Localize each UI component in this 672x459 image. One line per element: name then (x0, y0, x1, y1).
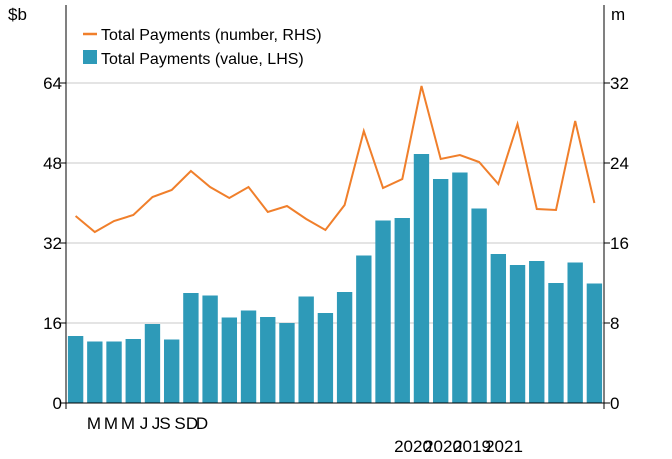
legend-bar-swatch (83, 50, 97, 64)
bar (490, 254, 507, 403)
bar (548, 283, 564, 403)
bar (240, 310, 257, 403)
bar (452, 172, 468, 403)
right-tick-label: 32 (610, 74, 629, 93)
bar (509, 265, 526, 403)
bar (202, 295, 218, 403)
x-month-label: D (186, 414, 198, 433)
bar (471, 208, 487, 403)
bar (106, 341, 122, 403)
x-month-label: M (104, 414, 118, 433)
x-year-label: 2020 (394, 437, 432, 456)
x-year-label: 2019 (453, 437, 491, 456)
number-line (74, 85, 596, 234)
right-tick-label: 8 (610, 314, 619, 333)
x-year-label: 2020 (424, 437, 462, 456)
x-month-label: J (152, 414, 161, 433)
legend-line-label: Total Payments (number, RHS) (101, 27, 322, 44)
x-month-label: S (174, 414, 185, 433)
legend: Total Payments (number, RHS) Total Payme… (83, 27, 322, 68)
x-month-label: S (159, 414, 170, 433)
bar (221, 317, 238, 403)
bar (317, 313, 334, 403)
left-tick-label: 32 (43, 234, 62, 253)
bar (586, 283, 603, 403)
bar-series (67, 154, 603, 403)
left-tick-label: 48 (43, 154, 62, 173)
bar (529, 261, 545, 403)
left-tick-label: 16 (43, 314, 62, 333)
bar (163, 339, 180, 403)
bar (183, 293, 199, 403)
bar (394, 218, 410, 403)
bar (125, 339, 141, 403)
bar (279, 323, 295, 403)
x-month-label: D (196, 414, 208, 433)
legend-bar-label: Total Payments (value, LHS) (101, 51, 304, 68)
bar (67, 336, 84, 403)
bar (298, 296, 314, 403)
right-tick-label: 16 (610, 234, 629, 253)
right-tick-label: 24 (610, 154, 629, 173)
bar (375, 220, 391, 403)
x-month-label: J (140, 414, 149, 433)
bar (356, 255, 372, 403)
x-year-label: 2021 (485, 437, 523, 456)
right-axis-unit: m (611, 5, 625, 24)
bar (87, 341, 103, 403)
bar (413, 154, 430, 403)
bar (567, 262, 583, 403)
right-tick-label: 0 (610, 394, 619, 413)
left-tick-label: 64 (43, 74, 62, 93)
x-month-label: M (121, 414, 135, 433)
bar (432, 179, 449, 403)
bar (336, 292, 353, 403)
x-month-label: M (87, 414, 101, 433)
bar (144, 324, 161, 403)
left-axis-unit: $b (8, 5, 27, 24)
line-series (74, 85, 596, 234)
left-tick-label: 0 (53, 394, 62, 413)
bar (260, 317, 276, 403)
